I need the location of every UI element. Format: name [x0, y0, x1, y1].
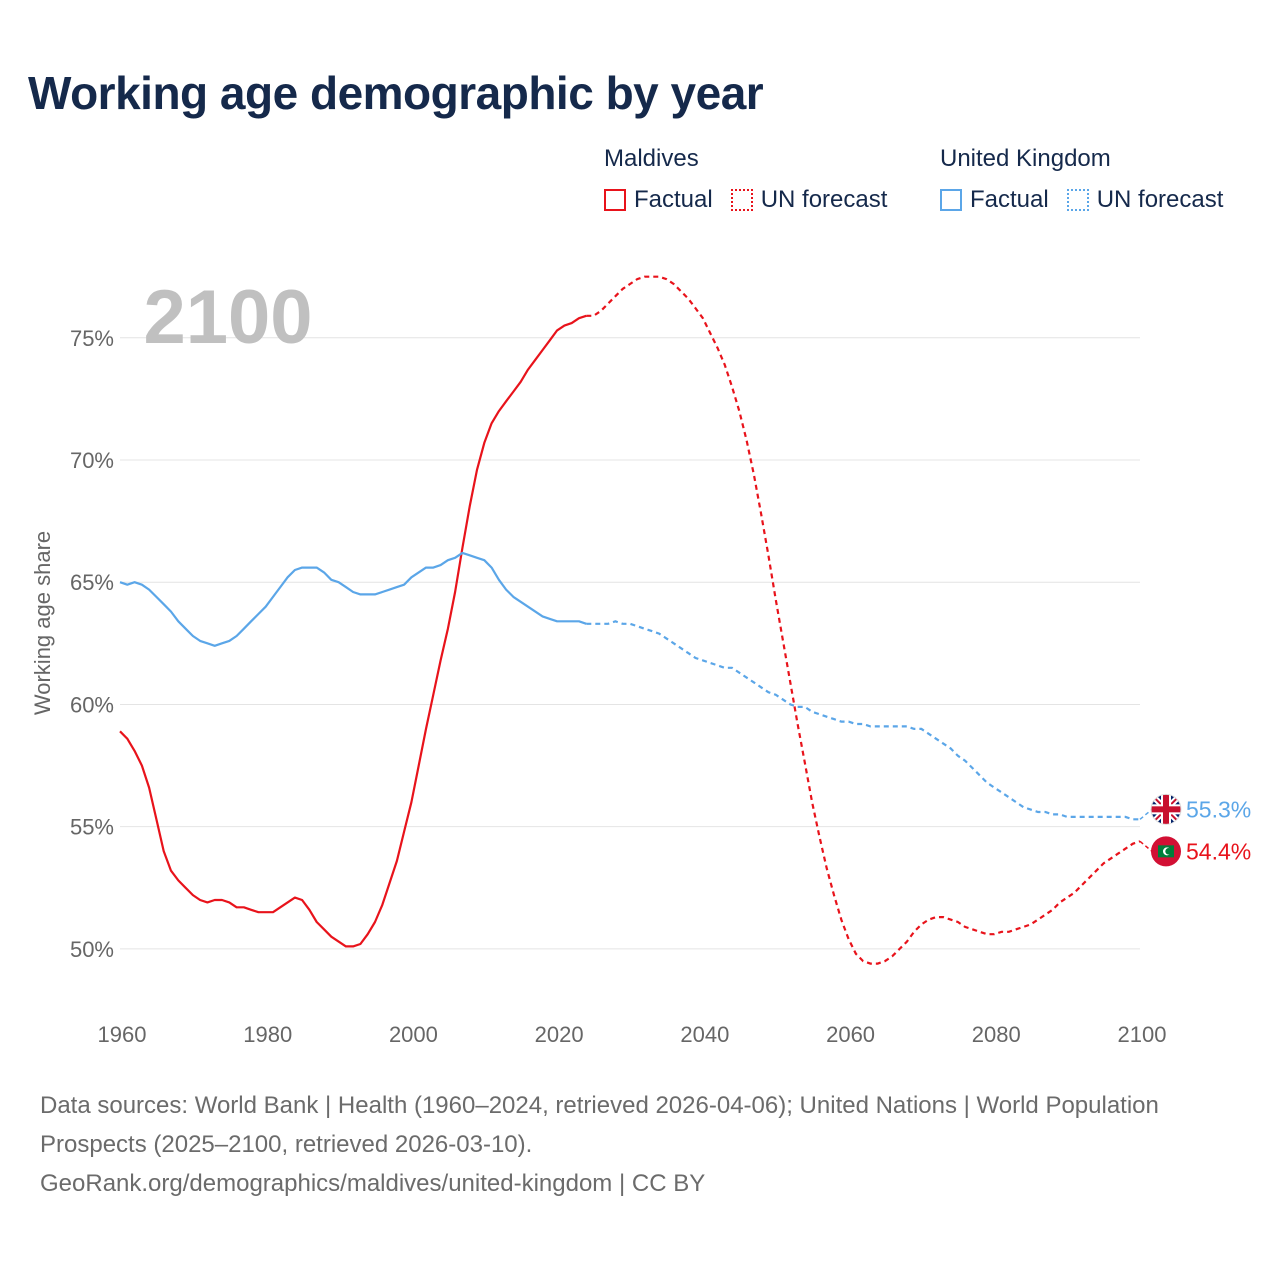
year-watermark: 2100 [143, 275, 312, 360]
legend-swatch-solid [604, 189, 626, 211]
series-line-united-kingdom-forecast [586, 620, 1140, 821]
footer-link[interactable]: GeoRank.org/demographics/maldives/united… [40, 1170, 706, 1197]
united-kingdom-flag-icon [1151, 794, 1181, 825]
footer: Data sources: World Bank | Health (1960–… [40, 1086, 1240, 1203]
x-tick-label: 2020 [535, 1022, 584, 1047]
x-tick-label: 2080 [972, 1022, 1021, 1047]
legend-group-united-kingdom: United Kingdom Factual UN forecast [940, 144, 1223, 214]
y-tick-label: 70% [70, 448, 114, 473]
series-line-maldives-forecast [586, 275, 1141, 965]
x-tick-label: 1960 [98, 1022, 147, 1047]
y-tick-label: 75% [70, 326, 114, 351]
y-tick-label: 55% [70, 815, 114, 840]
legend-item-maldives-forecast[interactable]: UN forecast [730, 186, 888, 214]
legend-swatch-dotted [730, 189, 753, 211]
legend-item-uk-factual[interactable]: Factual [940, 186, 1049, 214]
series-line-united-kingdom-factual [119, 551, 587, 647]
legend-label: UN forecast [1096, 186, 1224, 213]
chart-title: Working age demographic by year [28, 67, 764, 119]
maldives-flag-crescent-cut [1165, 848, 1172, 855]
legend-item-uk-forecast[interactable]: UN forecast [1066, 186, 1224, 214]
end-connector-united-kingdom [1139, 808, 1153, 820]
y-tick-label: 50% [70, 937, 114, 962]
legend-label: UN forecast [760, 186, 888, 213]
end-value-label-united-kingdom: 55.3% [1186, 796, 1251, 822]
legend-country-name: Maldives [604, 145, 699, 172]
footer-sources: Data sources: World Bank | Health (1960–… [40, 1092, 1159, 1158]
legend-swatch-solid [940, 189, 962, 211]
series-line-maldives-factual [119, 314, 587, 948]
legend-country-name: United Kingdom [940, 145, 1111, 172]
y-tick-label: 60% [70, 692, 114, 717]
x-tick-label: 2000 [389, 1022, 438, 1047]
x-tick-label: 2100 [1118, 1022, 1167, 1047]
legend-label: Factual [634, 186, 713, 213]
x-tick-label: 1980 [243, 1022, 292, 1047]
legend-item-maldives-factual[interactable]: Factual [604, 186, 713, 214]
legend-label: Factual [970, 186, 1049, 213]
y-tick-label: 65% [70, 570, 114, 595]
end-value-label-maldives: 54.4% [1186, 838, 1251, 864]
end-connector-maldives [1139, 840, 1153, 852]
x-tick-label: 2040 [680, 1022, 729, 1047]
x-tick-label: 2060 [826, 1022, 875, 1047]
flag-ring [1150, 793, 1182, 825]
legend-group-maldives: Maldives Factual UN forecast [604, 144, 887, 214]
y-axis-label: Working age share [30, 531, 55, 715]
legend-swatch-dotted [1066, 189, 1089, 211]
